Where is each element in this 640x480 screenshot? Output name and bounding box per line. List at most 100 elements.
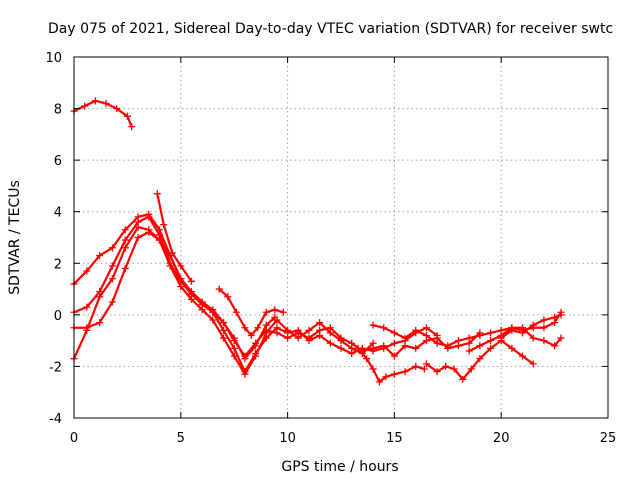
- data-point: [252, 339, 260, 347]
- data-point: [369, 321, 377, 329]
- data-point: [412, 362, 420, 370]
- data-point: [326, 329, 334, 337]
- data-point: [220, 334, 228, 342]
- x-tick-label: 10: [279, 431, 296, 446]
- y-tick-label: -4: [49, 412, 62, 427]
- data-point: [444, 342, 452, 350]
- series-line: [425, 339, 535, 381]
- series-sat-j: [422, 337, 537, 383]
- data-point: [160, 221, 168, 229]
- data-point: [220, 326, 228, 334]
- x-tick-label: 15: [386, 431, 403, 446]
- data-point: [198, 306, 206, 314]
- data-point: [442, 362, 450, 370]
- data-point: [108, 262, 116, 270]
- data-point: [529, 360, 537, 368]
- data-point: [487, 344, 495, 352]
- data-point: [422, 324, 430, 332]
- series-sat-l: [497, 311, 565, 342]
- data-point: [121, 244, 129, 252]
- data-point: [557, 311, 565, 319]
- data-point: [380, 324, 388, 332]
- data-point: [187, 295, 195, 303]
- y-tick-label: 10: [45, 51, 62, 66]
- data-point: [145, 226, 153, 234]
- data-point: [134, 223, 142, 231]
- y-tick-label: 6: [54, 154, 62, 169]
- data-point: [354, 344, 362, 352]
- x-tick-label: 5: [177, 431, 185, 446]
- data-point: [422, 360, 430, 368]
- y-tick-label: 4: [54, 206, 62, 221]
- data-point: [121, 226, 129, 234]
- data-point: [262, 329, 270, 337]
- data-point: [369, 365, 377, 373]
- data-point: [551, 342, 559, 350]
- data-point: [177, 262, 185, 270]
- data-point: [476, 331, 484, 339]
- data-point: [252, 352, 260, 360]
- series-sat-k: [465, 324, 565, 355]
- data-point: [198, 298, 206, 306]
- data-point: [540, 324, 548, 332]
- data-point: [83, 326, 91, 334]
- data-point: [91, 97, 99, 105]
- data-point: [83, 303, 91, 311]
- data-point: [121, 236, 129, 244]
- data-point: [123, 112, 131, 120]
- data-point: [102, 99, 110, 107]
- data-point: [380, 344, 388, 352]
- data-point: [168, 249, 176, 257]
- y-axis-label: SDTVAR / TECUs: [7, 180, 23, 295]
- data-point: [155, 236, 163, 244]
- data-point: [96, 293, 104, 301]
- data-point: [177, 282, 185, 290]
- data-series: [70, 97, 565, 386]
- data-point: [241, 370, 249, 378]
- data-point: [187, 288, 195, 296]
- data-point: [108, 244, 116, 252]
- series-line: [72, 99, 133, 128]
- data-point: [316, 319, 324, 327]
- data-point: [230, 337, 238, 345]
- series-line: [72, 226, 375, 376]
- data-point: [390, 339, 398, 347]
- data-point: [401, 368, 409, 376]
- data-point: [230, 352, 238, 360]
- data-point: [401, 334, 409, 342]
- data-point: [96, 252, 104, 260]
- data-point: [348, 344, 356, 352]
- data-point: [454, 337, 462, 345]
- data-point: [508, 344, 516, 352]
- series-sat-f: [153, 190, 195, 285]
- data-point: [262, 308, 270, 316]
- data-point: [108, 298, 116, 306]
- data-point: [273, 316, 281, 324]
- data-point: [465, 347, 473, 355]
- x-tick-label: 0: [70, 431, 78, 446]
- data-point: [420, 365, 428, 373]
- data-point: [215, 285, 223, 293]
- y-tick-label: 8: [54, 103, 62, 118]
- data-point: [134, 234, 142, 241]
- data-point: [540, 316, 548, 324]
- data-point: [284, 326, 292, 334]
- series-sat-a: [70, 97, 136, 131]
- data-point: [254, 324, 262, 332]
- data-point: [390, 352, 398, 360]
- chart-title: Day 075 of 2021, Sidereal Day-to-day VTE…: [48, 21, 613, 37]
- data-point: [487, 329, 495, 337]
- data-point: [241, 352, 249, 360]
- grid: [74, 57, 608, 418]
- data-point: [241, 324, 249, 332]
- data-point: [177, 275, 185, 283]
- data-point: [294, 334, 302, 342]
- data-point: [450, 365, 458, 373]
- data-point: [540, 337, 548, 345]
- x-tick-label: 25: [600, 431, 617, 446]
- data-point: [422, 331, 430, 339]
- data-point: [128, 123, 136, 131]
- data-point: [83, 267, 91, 275]
- data-point: [224, 293, 232, 301]
- data-point: [369, 347, 377, 355]
